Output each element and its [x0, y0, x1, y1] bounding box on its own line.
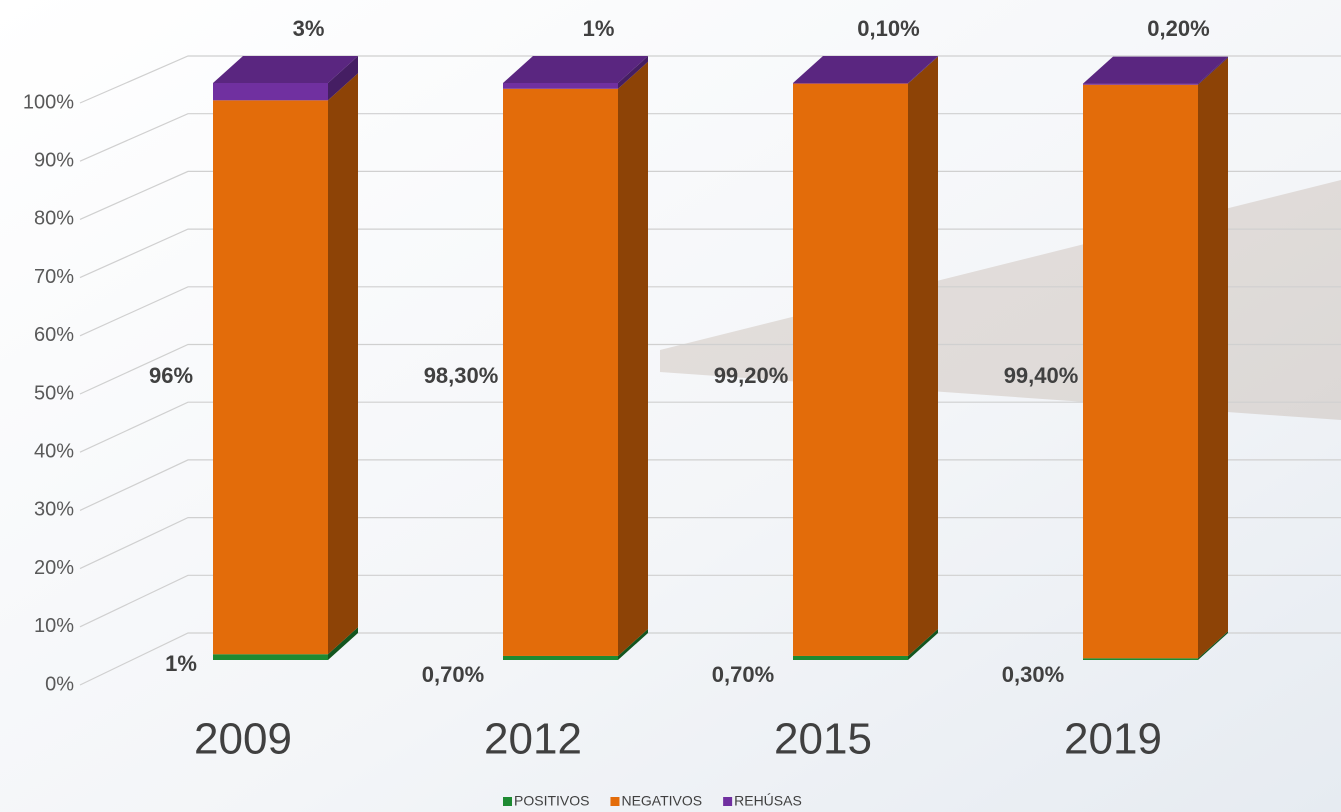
- value-label: 0,10%: [857, 16, 919, 41]
- value-label: 0,30%: [1002, 662, 1064, 687]
- value-label: 98,30%: [424, 363, 499, 388]
- value-label: 0,70%: [422, 662, 484, 687]
- x-tick-label: 2015: [774, 715, 872, 764]
- bar: [1083, 85, 1198, 659]
- chart: 0% 10% 20% 30% 40% 50% 60% 70% 80% 90% 100% 1% 96% 3%…: [0, 0, 1341, 812]
- y-tick-label: 40%: [34, 440, 74, 462]
- x-tick-label: 2009: [194, 715, 292, 764]
- value-label: 1%: [583, 16, 615, 41]
- bar: [1083, 658, 1198, 660]
- value-label: 0,70%: [712, 662, 774, 687]
- bar-side: [1198, 58, 1228, 659]
- bar-side: [908, 57, 938, 656]
- bar: [213, 100, 328, 654]
- value-label: 0,20%: [1147, 16, 1209, 41]
- bar: [213, 83, 328, 100]
- bar: [213, 654, 328, 660]
- y-tick-label: 10%: [34, 615, 74, 637]
- y-tick-label: 80%: [34, 208, 74, 230]
- bar: [503, 89, 618, 656]
- bar: [793, 656, 908, 660]
- value-label: 96%: [149, 363, 193, 388]
- bar: [1083, 84, 1198, 85]
- y-tick-label: 20%: [34, 557, 74, 579]
- y-tick-label: 60%: [34, 324, 74, 346]
- y-tick-label: 100%: [23, 91, 74, 113]
- legend-label: NEGATIVOS: [621, 793, 702, 809]
- bar: [503, 656, 618, 660]
- legend-swatch: [723, 797, 732, 806]
- bar: [793, 84, 908, 656]
- legend-swatch: [610, 797, 619, 806]
- value-label: 99,40%: [1004, 363, 1079, 388]
- bar: [793, 83, 908, 84]
- x-tick-label: 2019: [1064, 715, 1162, 764]
- legend-label: POSITIVOS: [514, 793, 589, 809]
- value-label: 1%: [165, 651, 197, 676]
- bar-side: [328, 73, 358, 654]
- bar-side: [618, 62, 648, 656]
- legend-label: REHÚSAS: [734, 793, 802, 809]
- x-tick-label: 2012: [484, 715, 582, 764]
- y-tick-label: 0%: [45, 673, 74, 695]
- y-tick-label: 70%: [34, 266, 74, 288]
- legend-swatch: [503, 797, 512, 806]
- bar: [503, 83, 618, 89]
- y-tick-label: 50%: [34, 382, 74, 404]
- value-label: 3%: [293, 16, 325, 41]
- y-tick-label: 90%: [34, 149, 74, 171]
- y-tick-label: 30%: [34, 499, 74, 521]
- value-label: 99,20%: [714, 363, 789, 388]
